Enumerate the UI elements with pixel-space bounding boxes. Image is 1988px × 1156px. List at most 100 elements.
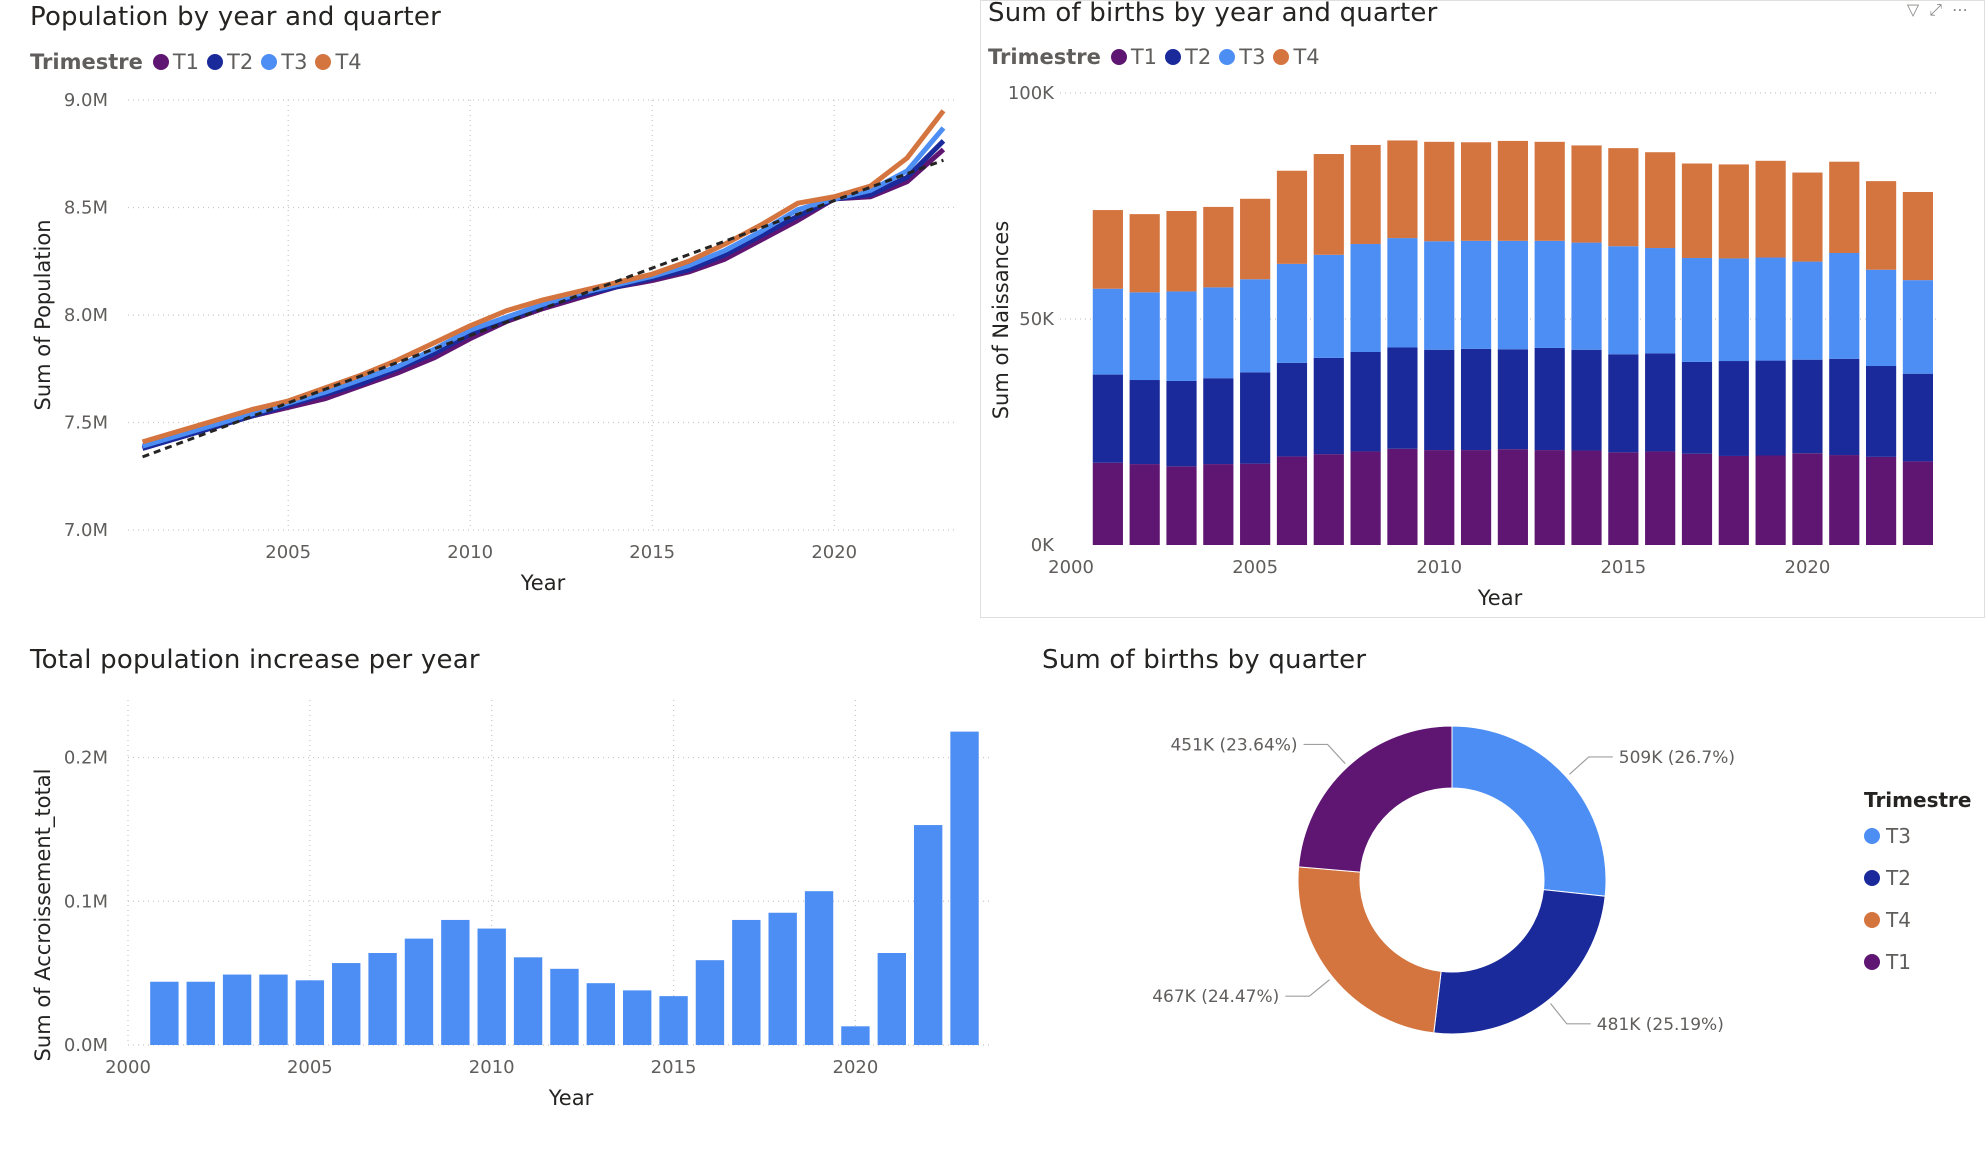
bar-segment-t2 [1129,380,1160,465]
pop-line-chart[interactable]: 7.0M 7.5M 8.0M 8.5M 9.0M 2005 2010 2015 2020 Year… [0,80,980,600]
series-line-t4 [141,109,946,445]
donut-data-label: 451K (23.64%) [1170,735,1297,755]
bar-segment-t2 [1460,348,1492,451]
births-legend: Trimestre T1 T2 T3 T4 [988,45,1328,69]
increase-bar [950,731,979,1045]
bar-segment-t1 [1755,455,1786,545]
x-tick-label: 2010 [1416,557,1462,578]
y-tick-label: 8.5M [64,198,108,219]
bar-segment-t4 [1829,161,1860,254]
incr-chart-title: Total population increase per year [30,645,480,675]
legend-dot-icon [1165,49,1182,65]
donut-data-label: 509K (26.7%) [1619,748,1735,768]
bar-segment-t3 [1718,258,1749,362]
donut-legend-item-t2[interactable]: T2 [1864,866,1971,890]
bar-segment-t3 [1792,261,1823,360]
increase-bar [877,953,906,1045]
bar-segment-t1 [1608,452,1639,545]
x-tick-label: 2015 [1600,557,1646,578]
bar-segment-t1 [1350,451,1381,545]
increase-bar [513,957,543,1045]
incr-bar-chart[interactable]: 0.0M 0.1M 0.2M 2000 2005 2010 2015 2020 Year Sum … [0,690,1000,1130]
donut-legend-item-t3[interactable]: T3 [1864,824,1971,848]
increase-bar [332,963,361,1045]
x-tick-label: 2000 [1048,557,1094,578]
births-legend-item-t4[interactable]: T4 [1273,45,1320,69]
births-stacked-bar-chart[interactable]: 0K 50K 100K 2000 2005 2010 2015 2020 Year Sum of … [980,75,1985,615]
bar-segment-t3 [1203,287,1234,379]
donut-legend-item-t4[interactable]: T4 [1864,908,1971,932]
bar-segment-t4 [1129,214,1160,293]
x-tick-label: 2020 [833,1057,879,1078]
bar-segment-t2 [1092,374,1123,463]
donut-slice-t2 [1433,889,1606,1035]
bar-segment-t1 [1718,455,1749,545]
focus-mode-icon[interactable]: ⤢ [1929,0,1942,19]
bar-segment-t3 [1166,291,1197,381]
visual-header-icons: ▽ ⤢ ⋯ [1907,0,1968,20]
y-axis-label: Sum of Accroissement_total [31,769,56,1062]
bar-segment-t3 [1865,269,1897,367]
bar-segment-t4 [1571,145,1602,243]
y-axis-label: Sum of Population [31,219,55,410]
bar-segment-t1 [1792,453,1823,545]
bar-segment-t4 [1166,210,1197,292]
bar-segment-t3 [1608,246,1639,355]
bar-segment-t3 [1424,241,1455,350]
pop-legend-item-t4[interactable]: T4 [315,50,362,74]
increase-bar [732,919,761,1045]
bar-segment-t1 [1276,456,1308,545]
increase-bar [841,1026,870,1045]
increase-bar [222,974,252,1045]
bar-segment-t2 [1608,354,1639,453]
x-tick-label: 2020 [1785,557,1831,578]
filter-icon[interactable]: ▽ [1906,0,1920,19]
births-legend-title: Trimestre [988,45,1101,69]
y-tick-label: 0.2M [64,748,108,769]
bar-segment-t1 [1424,450,1455,545]
donut-slice-t3 [1451,725,1607,897]
increase-bar [441,919,470,1045]
pop-legend-item-t3[interactable]: T3 [261,50,307,74]
bar-segment-t2 [1203,378,1234,465]
bar-segment-t3 [1387,238,1418,348]
x-axis-label: Year [548,1086,594,1110]
y-tick-label: 50K [1019,309,1055,330]
increase-bar [186,981,215,1045]
bar-segment-t2 [1350,351,1381,452]
bar-segment-t2 [1313,357,1344,455]
y-axis-label: Sum of Naissances [989,221,1013,420]
bar-segment-t2 [1571,349,1602,451]
donut-legend-item-t1[interactable]: T1 [1864,950,1971,974]
births-donut-chart[interactable]: 509K (26.7%) 481K (25.19%) 467K (24.47%) 45… [1000,690,1820,1130]
x-tick-label: 2015 [651,1057,697,1078]
more-options-icon[interactable]: ⋯ [1952,0,1968,19]
pop-legend-item-t2[interactable]: T2 [207,50,253,74]
donut-leader-line [1550,1003,1591,1025]
legend-dot-icon [1864,828,1880,844]
donut-data-label: 481K (25.19%) [1597,1015,1724,1035]
x-axis-label: Year [1477,586,1523,610]
pop-legend-item-t1[interactable]: T1 [152,50,199,74]
births-legend-item-t2[interactable]: T2 [1165,45,1211,69]
y-tick-label: 100K [1008,83,1055,104]
legend-dot-icon [1864,870,1880,886]
bar-segment-t2 [1755,360,1786,456]
births-legend-item-t1[interactable]: T1 [1110,45,1157,69]
bar-segment-t3 [1240,279,1271,373]
donut-legend: Trimestre T3 T2 T4 T1 [1864,788,1971,992]
increase-bar [804,891,834,1045]
bar-segment-t1 [1571,450,1602,545]
births-legend-item-t3[interactable]: T3 [1219,45,1265,69]
y-tick-label: 7.0M [64,520,108,541]
increase-bar [659,996,688,1045]
bar-segment-t1 [1497,449,1528,545]
legend-dot-icon [1864,954,1880,970]
bar-segment-t4 [1203,206,1234,288]
legend-dot-icon [315,54,332,70]
bar-segment-t1 [1240,463,1271,545]
donut-legend-title: Trimestre [1864,788,1972,812]
bar-segment-t2 [1829,358,1860,456]
bar-segment-t4 [1276,170,1308,264]
legend-dot-icon [1273,49,1290,65]
